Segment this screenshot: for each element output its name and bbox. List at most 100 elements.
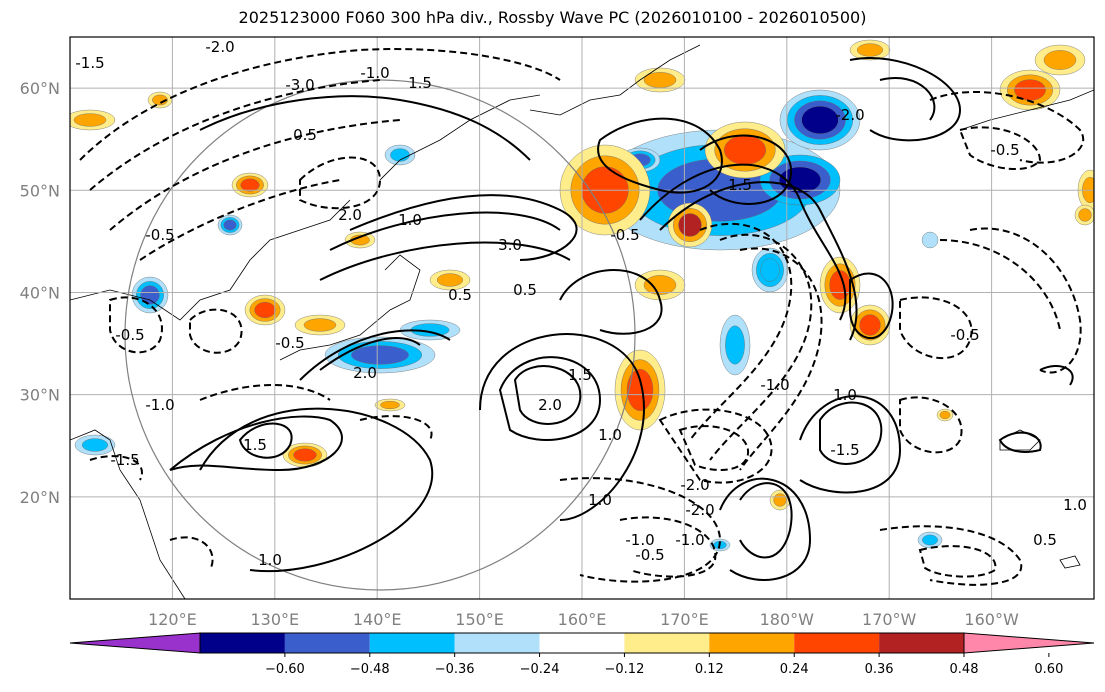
contour-label: 1.0: [398, 211, 422, 229]
colorbar-extend-low: [69, 632, 201, 654]
contour-label: -1.0: [760, 376, 789, 394]
contour-label: -3.0: [285, 76, 314, 94]
colorbar-tick-label: 0.48: [950, 662, 979, 677]
contour-label: 0.5: [293, 126, 317, 144]
contour-label: 0.5: [1033, 531, 1057, 549]
divergence-shade-blob: [724, 135, 767, 165]
contour-label: -2.0: [835, 106, 864, 124]
contour-label: -2.0: [685, 501, 714, 519]
contour-label: -0.5: [950, 326, 979, 344]
divergence-shade-blob: [773, 493, 787, 507]
contour-label: 2.0: [538, 396, 562, 414]
map-frame: [69, 36, 1095, 600]
colorbar-tick-label: −0.12: [605, 662, 645, 677]
contour-label: 2.0: [338, 206, 362, 224]
contour-label: 1.5: [243, 436, 267, 454]
divergence-shade-blob: [939, 410, 951, 420]
colorbar-segment: [624, 633, 710, 653]
contour-label: -0.5: [635, 546, 664, 564]
contour-label: -0.5: [990, 141, 1019, 159]
contour-label: 1.0: [258, 551, 282, 569]
colorbar-segment: [369, 633, 455, 653]
divergence-shade-blob: [921, 231, 939, 249]
contour-label: -1.0: [625, 531, 654, 549]
divergence-shade-blob: [725, 325, 745, 365]
contour-label: -1.5: [75, 54, 104, 72]
divergence-shade-blob: [859, 314, 881, 336]
colorbar-tick-label: 0.36: [865, 662, 894, 677]
contour-label: 0.5: [448, 286, 472, 304]
coastlines: [70, 44, 1094, 599]
lat-tick-label: 20°N: [20, 488, 60, 507]
divergence-shade-blob: [626, 369, 654, 412]
colorbar-tick-label: −0.60: [265, 662, 305, 677]
colorbar-tick-label: 0.60: [1034, 662, 1063, 677]
graticule: [70, 37, 1094, 599]
divergence-shade-blob: [73, 113, 107, 127]
contour-label: 1.0: [588, 491, 612, 509]
contour-label: -2.0: [205, 38, 234, 56]
colorbar-tick-label: −0.48: [350, 662, 390, 677]
lon-tick-label: 170°E: [660, 610, 709, 629]
lon-tick-label: 120°E: [148, 610, 197, 629]
divergence-shade-blob: [922, 534, 938, 546]
contour-label: 1.5: [408, 74, 432, 92]
contour-labels: -2.0 -3.0 -1.5 -1.0 0.5 1.0 1.5 2.0 3.0 -0.5 -0.5 1…: [75, 38, 1087, 569]
positive-contours: [169, 57, 1074, 581]
colorbar-segment: [794, 633, 880, 653]
rossby-wave-region-circle: [124, 79, 636, 591]
divergence-shade-blob: [1078, 208, 1092, 222]
colorbar-tick-label: 0.24: [780, 662, 809, 677]
negative-contours: [79, 48, 1085, 586]
contour-label: 1.0: [1063, 496, 1087, 514]
colorbar: −0.60 −0.48 −0.36 −0.24 −0.12 0.12 0.24 0.36 0.4…: [69, 632, 1095, 677]
lon-tick-label: 160°E: [558, 610, 607, 629]
colorbar-segment: [284, 633, 370, 653]
colorbar-tick-label: 0.12: [695, 662, 724, 677]
divergence-shade-blob: [81, 438, 108, 452]
divergence-shade-blob: [760, 258, 780, 282]
divergence-shade-blob: [857, 43, 884, 57]
lon-tick-label: 130°E: [250, 610, 299, 629]
map-title: 2025123000 F060 300 hPa div., Rossby Wav…: [238, 8, 867, 27]
contour-label: 1.5: [728, 176, 752, 194]
divergence-shade-blob: [293, 448, 317, 462]
divergence-shade-blob: [1043, 50, 1077, 70]
divergence-shade-blob: [254, 302, 276, 319]
contour-label: -1.0: [675, 531, 704, 549]
lon-tick-label: 150°E: [455, 610, 504, 629]
lon-tick-label: 160°W: [964, 610, 1019, 629]
lat-tick-label: 30°N: [20, 386, 60, 405]
contour-label: 3.0: [498, 236, 522, 254]
lon-tick-label: 170°W: [862, 610, 917, 629]
contour-label: -2.0: [680, 476, 709, 494]
divergence-shade-blob: [303, 318, 337, 332]
divergence-shade-blob: [801, 105, 839, 134]
contour-label: -0.5: [610, 226, 639, 244]
latitude-axis: 60°N 50°N 40°N 30°N 20°N: [20, 79, 60, 507]
contour-label: 1.0: [598, 426, 622, 444]
colorbar-frame: [199, 632, 965, 654]
divergence-shade-blob: [152, 94, 168, 106]
contour-label: 2.0: [353, 364, 377, 382]
lat-tick-label: 50°N: [20, 181, 60, 200]
divergence-shade-blob: [240, 178, 260, 192]
contour-label: 1.0: [833, 386, 857, 404]
colorbar-segment: [709, 633, 795, 653]
divergence-shade-blob: [643, 72, 677, 88]
lat-tick-label: 40°N: [20, 283, 60, 302]
colorbar-extend-high: [963, 632, 1095, 654]
colorbar-segment: [454, 633, 540, 653]
contour-label: -0.5: [115, 326, 144, 344]
divergence-shade-blob: [351, 345, 409, 365]
contour-label: -0.5: [275, 334, 304, 352]
colorbar-segment: [200, 633, 285, 653]
colorbar-tick-label: −0.36: [435, 662, 475, 677]
divergence-shade-blob: [437, 273, 464, 287]
colorbar-segment: [879, 633, 964, 653]
divergence-shade-blob: [678, 213, 702, 237]
contour-label: -1.5: [110, 451, 139, 469]
colorbar-tick-label: −0.24: [520, 662, 560, 677]
divergence-shade-blob: [643, 275, 677, 295]
